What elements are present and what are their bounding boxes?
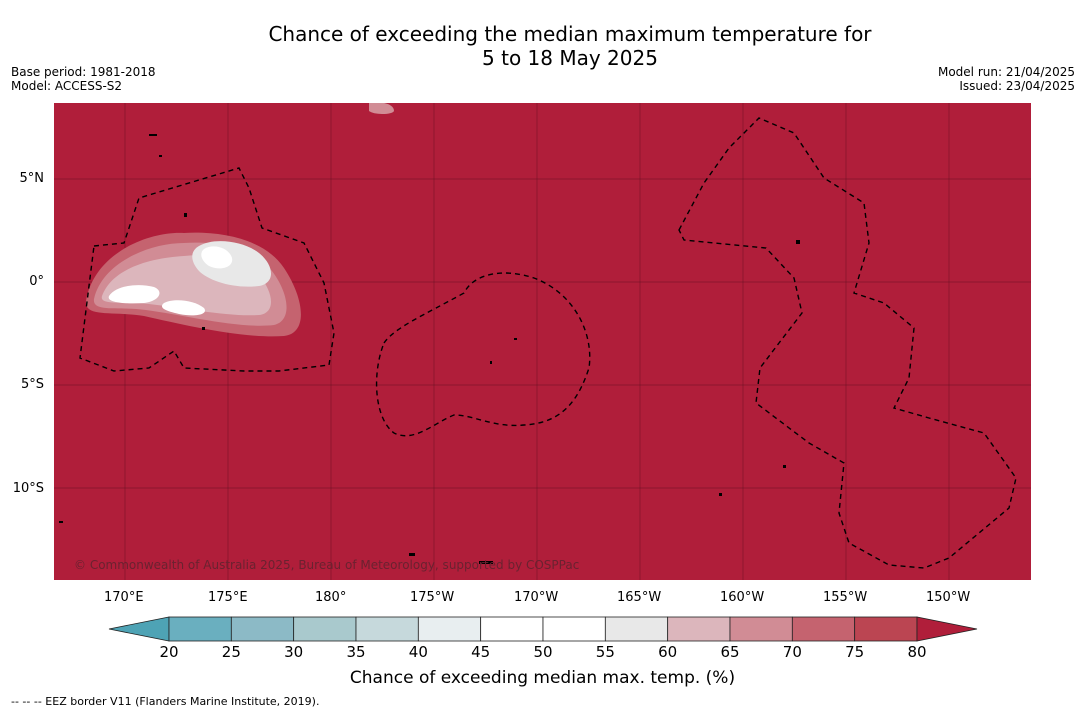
lat-label-10s: 10°S <box>12 481 44 496</box>
colorbar-tick-label: 60 <box>658 643 678 661</box>
colorbar-segment <box>168 616 232 642</box>
meta-right: Model run: 21/04/2025 Issued: 23/04/2025 <box>938 65 1075 93</box>
base-period: Base period: 1981-2018 <box>11 65 156 79</box>
eez-footnote: -- -- -- EEZ border V11 (Flanders Marine… <box>11 695 320 708</box>
colorbar-segment <box>604 616 669 642</box>
colorbar-over-arrow <box>916 616 978 642</box>
lon-label-150w: 150°W <box>926 590 971 605</box>
probability-map <box>54 103 1031 580</box>
colorbar-segment <box>729 616 793 642</box>
colorbar-segment <box>854 616 918 642</box>
lon-label-160w: 160°W <box>720 590 765 605</box>
model-name: Model: ACCESS-S2 <box>11 79 123 93</box>
probability-contours <box>85 103 394 337</box>
map-background <box>54 103 1031 580</box>
colorbar-under-arrow <box>108 616 170 642</box>
colorbar-segment <box>791 616 856 642</box>
colorbar-segments <box>108 616 978 642</box>
lon-label-165w: 165°W <box>617 590 662 605</box>
colorbar-segment <box>417 616 482 642</box>
copyright-notice: © Commonwealth of Australia 2025, Bureau… <box>74 558 580 572</box>
colorbar-tick-label: 30 <box>284 643 304 661</box>
colorbar-segment <box>542 616 606 642</box>
issued-date: Issued: 23/04/2025 <box>959 79 1075 93</box>
colorbar-tick-label: 75 <box>845 643 865 661</box>
lon-label-170e: 170°E <box>104 590 144 605</box>
colorbar-tick-label: 20 <box>159 643 179 661</box>
colorbar-title: Chance of exceeding median max. temp. (%… <box>349 668 736 688</box>
colorbar-tick-label: 45 <box>471 643 491 661</box>
lon-label-155w: 155°W <box>823 590 868 605</box>
colorbar-segment <box>355 616 419 642</box>
colorbar-segment <box>667 616 731 642</box>
title-line2: 5 to 18 May 2025 <box>482 46 658 70</box>
eez-borders <box>79 117 1017 569</box>
colorbar-tick-label: 40 <box>408 643 428 661</box>
lat-label-5s: 5°S <box>20 377 44 392</box>
title-line1: Chance of exceeding the median maximum t… <box>268 22 872 46</box>
meta-left: Base period: 1981-2018 Model: ACCESS-S2 <box>11 65 156 93</box>
colorbar-segment <box>480 616 544 642</box>
colorbar-tick-label: 65 <box>720 643 740 661</box>
islands <box>59 134 800 564</box>
lat-label-5n: 5°N <box>19 171 45 186</box>
colorbar-segment <box>230 616 295 642</box>
colorbar-tick-label: 80 <box>907 643 927 661</box>
colorbar-tick-label: 50 <box>533 643 553 661</box>
chart-title: Chance of exceeding the median maximum t… <box>0 22 1085 70</box>
lon-label-175w: 175°W <box>410 590 455 605</box>
colorbar-tick-label: 70 <box>782 643 802 661</box>
lon-label-170w: 170°W <box>514 590 559 605</box>
colorbar-tick-label: 55 <box>595 643 615 661</box>
lat-label-0: 0° <box>29 274 44 289</box>
colorbar-tick-label: 35 <box>346 643 366 661</box>
colorbar-segment <box>293 616 357 642</box>
lon-label-180: 180° <box>315 590 347 605</box>
lon-label-175e: 175°E <box>208 590 248 605</box>
model-run: Model run: 21/04/2025 <box>937 65 1075 79</box>
colorbar-tick-label: 25 <box>221 643 241 661</box>
